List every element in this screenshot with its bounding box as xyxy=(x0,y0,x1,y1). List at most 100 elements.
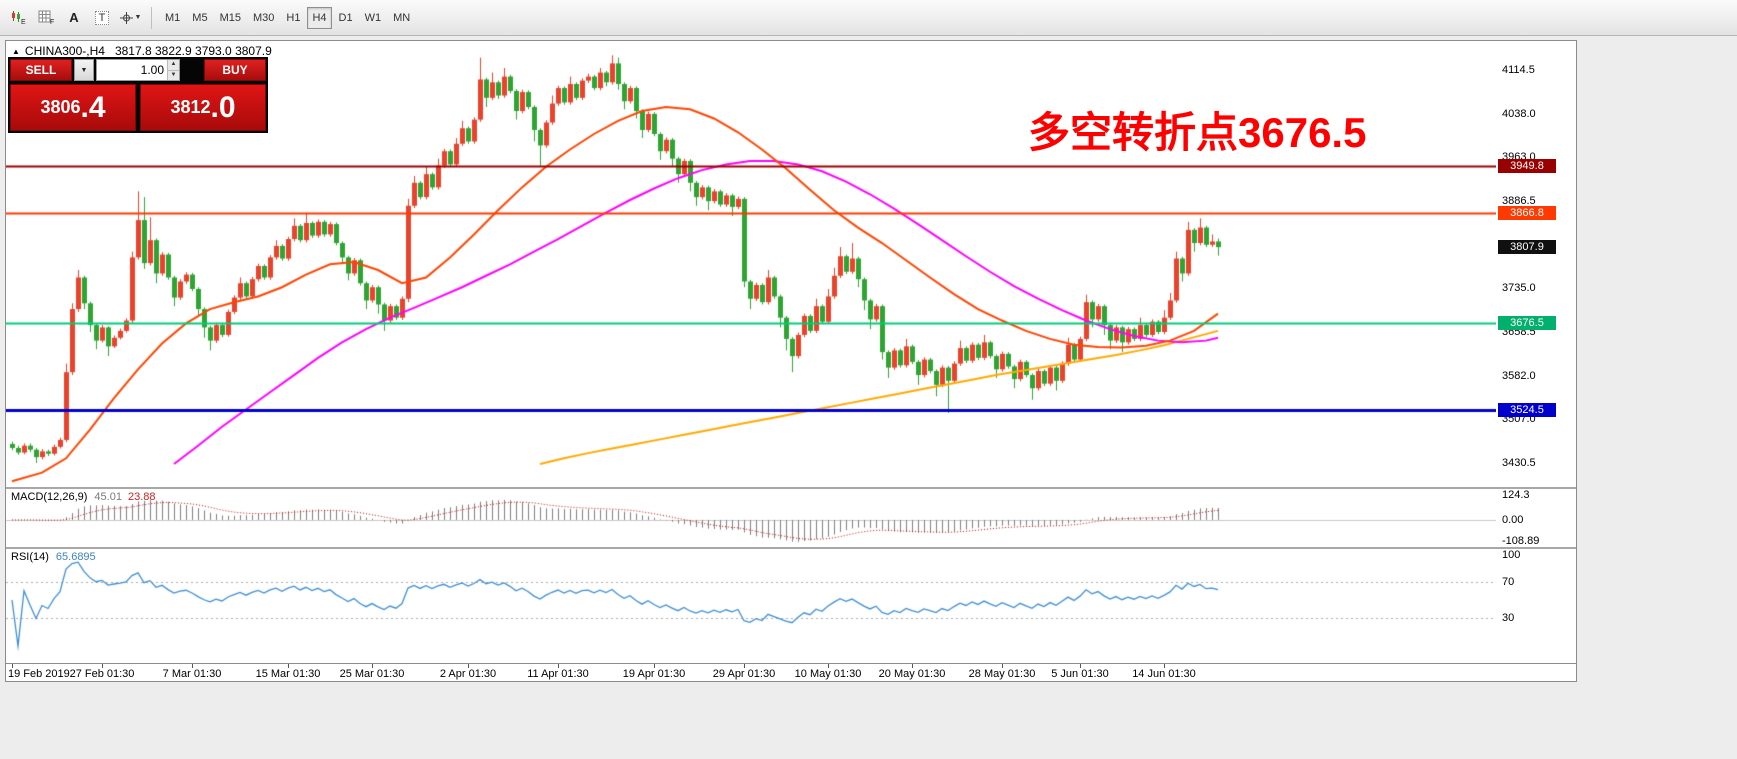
volume-input[interactable] xyxy=(97,60,167,80)
volume-decrement-button[interactable]: ▼ xyxy=(168,70,179,80)
bid-frac: .4 xyxy=(80,90,106,124)
chart-window: 4114.5 4038.0 3963.0 3886.5 3735.0 3658.5 3582… xyxy=(5,40,1577,682)
time-axis-label: 2 Apr 01:30 xyxy=(439,668,497,680)
macd-axis-tick: 124.3 xyxy=(1502,489,1530,501)
macd-axis-tick: 0.00 xyxy=(1502,513,1524,526)
time-axis-label: 29 Apr 01:30 xyxy=(712,668,776,680)
macd-axis: 124.3 0.00 -108.89 xyxy=(1496,489,1576,547)
time-axis-tick xyxy=(468,664,469,668)
volume-dropdown-button[interactable]: ▼ xyxy=(74,59,94,81)
rsi-value: 65.6895 xyxy=(55,551,96,563)
time-axis-tick xyxy=(1164,664,1165,668)
timeframe-h4-button[interactable]: H4 xyxy=(307,6,332,29)
time-axis-label: 28 May 01:30 xyxy=(968,668,1036,680)
one-click-trade-panel: SELL ▼ ▲ ▼ BUY 3806 .4 3812 xyxy=(8,57,268,133)
price-axis-badge: 3866.8 xyxy=(1498,206,1556,221)
bid-int: 3806 xyxy=(40,97,81,117)
quote-header: ▲ CHINA300-,H4 3817.8 3822.9 3793.0 3807… xyxy=(12,44,272,58)
time-axis[interactable]: 19 Feb 2019 27 Feb 01:30 7 Mar 01:30 15 Mar… xyxy=(6,663,1576,681)
price-axis-tick: 3735.0 xyxy=(1502,281,1536,294)
timeframe-d1-button[interactable]: D1 xyxy=(338,11,353,24)
price-axis-tick: 3430.5 xyxy=(1502,456,1536,469)
ask-int: 3812 xyxy=(170,97,211,117)
sell-button[interactable]: SELL xyxy=(10,59,72,81)
rsi-label: RSI(14) 65.6895 xyxy=(11,551,96,563)
macd-canvas[interactable] xyxy=(6,489,1496,547)
macd-name: MACD(12,26,9) xyxy=(11,491,88,503)
time-axis-label: 10 May 01:30 xyxy=(794,668,862,680)
macd-pane: 124.3 0.00 -108.89 MACD(12,26,9) 45.01 23.88 xyxy=(6,489,1576,547)
volume-spinner: ▲ ▼ xyxy=(167,60,179,80)
candlestick-chart-button[interactable]: E xyxy=(5,5,31,31)
timeframe-w1-button[interactable]: W1 xyxy=(364,11,382,24)
bid-price[interactable]: 3806 .4 xyxy=(10,84,136,131)
toolbar: E F A T ▼ M1 M5 M15 M30 H1 H4 D1 W1 MN xyxy=(0,0,1737,36)
timeframe-h1-button[interactable]: H1 xyxy=(286,11,301,24)
ohlc-label: 3817.8 3822.9 3793.0 3807.9 xyxy=(114,44,272,58)
time-axis-tick xyxy=(12,664,13,668)
text-box-button[interactable]: T xyxy=(89,5,115,31)
time-axis-tick xyxy=(1002,664,1003,668)
price-axis-badge: 3949.8 xyxy=(1498,158,1556,173)
crosshair-button[interactable]: ▼ xyxy=(117,5,143,31)
time-axis-label: 5 Jun 01:30 xyxy=(1051,668,1109,680)
volume-field: ▲ ▼ xyxy=(96,59,180,81)
time-axis-tick xyxy=(912,664,913,668)
ask-price[interactable]: 3812 .0 xyxy=(140,84,266,131)
volume-increment-button[interactable]: ▲ xyxy=(168,60,179,71)
collapse-trade-panel-icon[interactable]: ▲ xyxy=(12,46,20,56)
buy-button[interactable]: BUY xyxy=(204,59,266,81)
svg-text:F: F xyxy=(50,19,54,25)
pane-splitter[interactable] xyxy=(6,487,1576,489)
chevron-down-icon: ▼ xyxy=(134,14,142,21)
rsi-canvas[interactable] xyxy=(6,549,1496,663)
text-label-button[interactable]: A xyxy=(61,5,87,31)
rsi-name: RSI(14) xyxy=(11,551,49,563)
rsi-axis: 100 70 30 xyxy=(1496,549,1576,663)
timeframe-toolbar: M1 M5 M15 M30 H1 H4 D1 W1 MN xyxy=(159,6,416,29)
macd-main-value: 45.01 xyxy=(94,491,122,503)
timeframe-m30-button[interactable]: M30 xyxy=(252,11,275,24)
candlestick-chart-e-icon: E xyxy=(11,11,26,25)
rsi-axis-tick: 30 xyxy=(1502,612,1515,625)
time-axis-label: 20 May 01:30 xyxy=(878,668,946,680)
time-axis-label: 7 Mar 01:30 xyxy=(162,668,222,680)
timeframe-m1-button[interactable]: M1 xyxy=(165,11,181,24)
chart-annotation: 多空转折点3676.5 xyxy=(1028,109,1367,156)
time-axis-label: 27 Feb 01:30 xyxy=(69,668,135,680)
price-axis-tick: 4038.0 xyxy=(1502,108,1536,121)
time-axis-label: 19 Feb 2019 xyxy=(8,668,70,680)
time-axis-label: 25 Mar 01:30 xyxy=(339,668,405,680)
ask-frac: .0 xyxy=(210,90,236,124)
macd-label: MACD(12,26,9) 45.01 23.88 xyxy=(11,491,155,503)
grid-button[interactable]: F xyxy=(33,5,59,31)
macd-signal-value: 23.88 xyxy=(127,491,156,503)
time-axis-label: 19 Apr 01:30 xyxy=(622,668,686,680)
price-pane: 4114.5 4038.0 3963.0 3886.5 3735.0 3658.5 3582… xyxy=(6,41,1576,487)
text-box-t-icon: T xyxy=(94,10,110,25)
timeframe-m5-button[interactable]: M5 xyxy=(192,11,208,24)
symbol-period-label: CHINA300-,H4 xyxy=(24,44,105,58)
timeframe-mn-button[interactable]: MN xyxy=(393,11,411,24)
macd-axis-tick: -108.89 xyxy=(1502,535,1540,547)
time-axis-tick xyxy=(1080,664,1081,668)
price-axis-badge: 3524.5 xyxy=(1498,402,1556,417)
time-axis-tick xyxy=(828,664,829,668)
price-axis-tick: 3886.5 xyxy=(1502,195,1536,207)
price-axis-tick: 3582.0 xyxy=(1502,369,1536,382)
time-axis-tick xyxy=(744,664,745,668)
price-axis[interactable]: 4114.5 4038.0 3963.0 3886.5 3735.0 3658.5 3582… xyxy=(1496,41,1576,487)
time-axis-tick xyxy=(192,664,193,668)
time-axis-tick xyxy=(558,664,559,668)
price-axis-badge: 3807.9 xyxy=(1498,240,1556,255)
pane-splitter[interactable] xyxy=(6,547,1576,549)
label-a-icon: A xyxy=(69,10,79,25)
time-axis-tick xyxy=(102,664,103,668)
time-axis-tick xyxy=(372,664,373,668)
grid-f-icon: F xyxy=(38,10,54,25)
toolbar-separator xyxy=(151,6,152,29)
timeframe-m15-button[interactable]: M15 xyxy=(219,11,241,24)
price-axis-badge: 3676.5 xyxy=(1498,315,1556,330)
crosshair-icon xyxy=(119,11,133,24)
